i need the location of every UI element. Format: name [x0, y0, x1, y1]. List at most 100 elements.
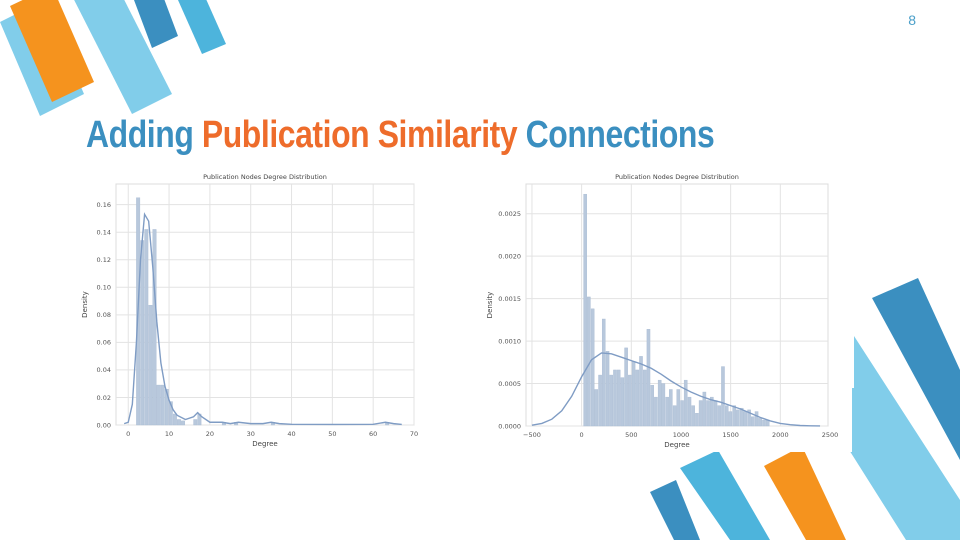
right-bar-37 — [721, 366, 725, 427]
left-xtick-label-1: 10 — [165, 430, 173, 438]
left-ytick-label-2: 0.04 — [97, 366, 111, 374]
left-xtick-label-0: 0 — [126, 430, 130, 438]
title-part-publication-similarity: Publication Similarity — [201, 114, 518, 156]
right-bar-22 — [665, 396, 669, 427]
right-ytick-label-2: 0.0010 — [498, 337, 521, 345]
left-bar-9 — [172, 413, 177, 426]
left-bar-6 — [160, 384, 165, 426]
left-bar-4 — [152, 229, 157, 426]
left-bar-11 — [181, 420, 185, 426]
right-bar-27 — [683, 379, 688, 427]
left-bar-7 — [164, 388, 169, 426]
stripe-pale-blue — [74, 0, 172, 114]
right-ytick-label-0: 0.0000 — [498, 422, 521, 430]
right-bar-16 — [643, 369, 647, 427]
right-bar-42 — [739, 407, 744, 427]
right-bar-45 — [751, 416, 755, 427]
left-bar-10 — [177, 419, 181, 426]
right-ytick-label-5: 0.0025 — [498, 210, 521, 218]
right-bar-24 — [672, 405, 677, 427]
right-ytick-label-4: 0.0020 — [498, 252, 521, 260]
left-bar-5 — [156, 384, 161, 426]
right-ytick-label-3: 0.0015 — [498, 295, 521, 303]
left-ytick-label-4: 0.08 — [97, 311, 111, 319]
right-bar-9 — [616, 369, 621, 427]
right-bar-7 — [609, 374, 613, 427]
right-bar-47 — [758, 418, 762, 427]
right-bar-2 — [590, 308, 595, 427]
left-bar-8 — [168, 401, 173, 426]
stripe-orange — [10, 0, 94, 102]
right-bar-44 — [747, 409, 751, 427]
right-bar-21 — [661, 383, 666, 427]
right-bar-41 — [736, 409, 740, 427]
right-bar-33 — [706, 400, 710, 427]
left-ytick-label-5: 0.10 — [97, 284, 111, 292]
left-xtick-label-3: 30 — [247, 430, 255, 438]
left-bar-12 — [193, 419, 198, 426]
stripe-mid-blue — [178, 0, 226, 54]
right-bar-43 — [743, 411, 748, 427]
page-number: 8 — [908, 12, 916, 28]
right-bar-17 — [646, 328, 651, 427]
decorative-stripes-top-left — [0, 0, 226, 116]
right-bar-15 — [639, 356, 643, 427]
right-bar-46 — [754, 411, 759, 427]
right-bar-10 — [620, 377, 625, 427]
right-bar-3 — [594, 389, 599, 427]
left-ytick-label-0: 0.00 — [97, 421, 111, 429]
right-xtick-label-3: 1000 — [673, 431, 690, 439]
right-bar-39 — [728, 411, 733, 427]
chart-degree-distribution-right: −500 0 500 1000 1500 2000 2500 0.0000 0.0005 0.00… — [480, 172, 852, 452]
right-bar-19 — [654, 396, 658, 427]
title-part-connections: Connections — [517, 114, 715, 156]
left-bar-1 — [140, 240, 145, 426]
right-bar-38 — [724, 405, 729, 427]
right-xlabel: Degree — [664, 441, 689, 449]
right-bar-0 — [583, 193, 587, 427]
right-ytick-label-1: 0.0005 — [498, 380, 521, 388]
stripe-orange-bottom — [764, 446, 846, 540]
left-kde-line — [123, 212, 402, 426]
left-xtick-label-6: 60 — [369, 430, 377, 438]
right-ylabel: Density — [486, 292, 494, 319]
right-bar-35 — [713, 400, 718, 427]
left-ytick-label-6: 0.12 — [97, 256, 111, 264]
stripe-dark-blue-small — [650, 480, 700, 540]
title-part-adding: Adding — [86, 114, 202, 156]
right-bar-20 — [657, 379, 662, 427]
right-xtick-label-2: 500 — [625, 431, 637, 439]
left-ytick-label-1: 0.02 — [97, 394, 111, 402]
stripe-pale-blue-large — [810, 336, 960, 540]
right-title: Publication Nodes Degree Distribution — [615, 173, 739, 181]
left-ylabel: Density — [81, 291, 89, 318]
right-bar-28 — [687, 396, 692, 427]
right-xtick-label-0: −500 — [523, 431, 541, 439]
chart-right-svg: −500 0 500 1000 1500 2000 2500 0.0000 0.0005 0.00… — [486, 173, 839, 449]
right-bar-26 — [680, 400, 684, 427]
right-xtick-label-6: 2500 — [822, 431, 839, 439]
right-bar-4 — [598, 374, 602, 427]
right-bar-23 — [669, 389, 673, 427]
stripe-dark-blue-large — [872, 278, 960, 460]
right-bar-29 — [691, 405, 695, 427]
right-xtick-label-1: 0 — [580, 431, 584, 439]
left-plot-area — [115, 183, 415, 426]
right-bar-14 — [635, 369, 640, 427]
left-xtick-label-7: 70 — [410, 430, 418, 438]
left-ytick-label-7: 0.14 — [97, 229, 111, 237]
right-xtick-label-5: 2000 — [772, 431, 789, 439]
right-bar-6 — [605, 351, 610, 427]
right-bar-31 — [698, 400, 703, 427]
left-bar-3 — [148, 304, 153, 426]
right-bar-48 — [762, 419, 766, 427]
right-bar-32 — [702, 391, 707, 427]
right-bar-12 — [628, 374, 632, 427]
left-xtick-label-4: 40 — [287, 430, 295, 438]
right-bar-5 — [601, 318, 606, 427]
right-bar-8 — [613, 369, 617, 427]
decorative-stripes-bottom-right — [650, 278, 960, 540]
left-xtick-label-2: 20 — [206, 430, 214, 438]
left-title: Publication Nodes Degree Distribution — [203, 173, 327, 181]
